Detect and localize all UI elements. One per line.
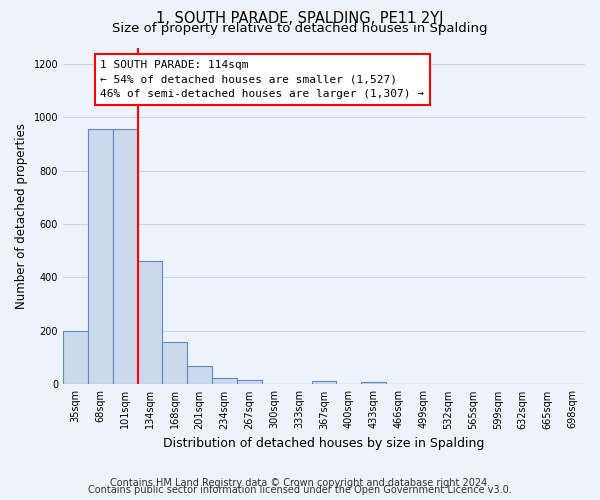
Text: Size of property relative to detached houses in Spalding: Size of property relative to detached ho… xyxy=(112,22,488,35)
Bar xyxy=(113,129,137,384)
Bar xyxy=(137,262,163,384)
Text: Contains HM Land Registry data © Crown copyright and database right 2024.: Contains HM Land Registry data © Crown c… xyxy=(110,478,490,488)
Text: 1 SOUTH PARADE: 114sqm
← 54% of detached houses are smaller (1,527)
46% of semi-: 1 SOUTH PARADE: 114sqm ← 54% of detached… xyxy=(100,60,424,99)
Text: Contains public sector information licensed under the Open Government Licence v3: Contains public sector information licen… xyxy=(88,485,512,495)
Bar xyxy=(212,378,237,384)
Bar xyxy=(311,381,337,384)
Bar xyxy=(88,129,113,384)
Bar xyxy=(63,331,88,384)
Bar xyxy=(237,380,262,384)
Text: 1, SOUTH PARADE, SPALDING, PE11 2YJ: 1, SOUTH PARADE, SPALDING, PE11 2YJ xyxy=(156,11,444,26)
X-axis label: Distribution of detached houses by size in Spalding: Distribution of detached houses by size … xyxy=(163,437,485,450)
Bar xyxy=(163,342,187,384)
Bar xyxy=(187,366,212,384)
Bar xyxy=(361,382,386,384)
Y-axis label: Number of detached properties: Number of detached properties xyxy=(15,123,28,309)
